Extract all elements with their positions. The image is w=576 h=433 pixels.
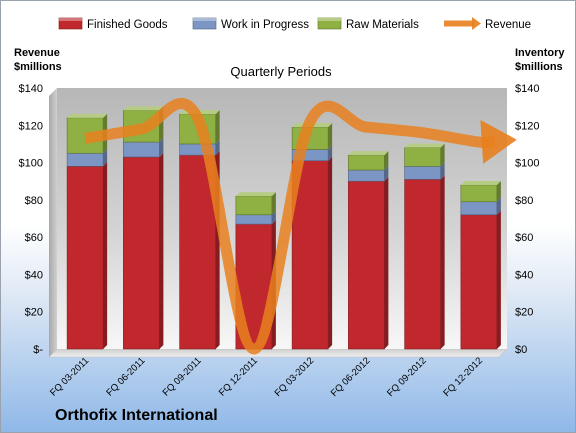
bar-segment — [460, 214, 498, 350]
legend-swatch-highlight — [59, 18, 82, 21]
bar-segment — [404, 166, 441, 180]
x-tick-label: FQ 09-2011 — [161, 355, 204, 398]
y-tick-left: $120 — [19, 120, 43, 132]
company-name: Orthofix International — [55, 407, 218, 424]
left-axis-title-line2: $millions — [14, 61, 62, 73]
right-axis-title: Inventory $millions — [515, 46, 565, 74]
y-tick-left: $- — [33, 344, 43, 356]
bar-segment — [123, 141, 160, 158]
legend-label: Finished Goods — [87, 19, 168, 31]
bar-segment — [348, 180, 385, 350]
legend-label: Revenue — [485, 19, 531, 31]
legend-item: Work in Progress — [192, 17, 309, 31]
bar-segment-side — [496, 210, 501, 349]
bar-segment — [123, 156, 160, 350]
x-tick-label: FQ 12-2012 — [441, 355, 485, 399]
y-tick-left: $60 — [25, 232, 43, 244]
x-tick-label: FQ 03-2012 — [273, 355, 317, 399]
revenue-line — [84, 97, 517, 355]
bar-segment-top — [235, 192, 276, 197]
x-tick-label: FQ 03-2011 — [48, 355, 91, 398]
bar-segment — [348, 154, 385, 171]
bar-segment — [66, 152, 104, 167]
bar-segment-side — [103, 162, 108, 349]
x-tick-label: FQ 06-2012 — [329, 355, 373, 399]
y-tick-left: $40 — [25, 269, 43, 281]
side-wall — [49, 88, 57, 357]
y-tick-right: $60 — [515, 232, 533, 244]
bar-segment — [460, 184, 498, 203]
bar-segment-top — [460, 180, 501, 185]
bar-segment-top — [404, 143, 445, 148]
bar-segment-side — [159, 152, 164, 349]
x-tick-label: FQ 09-2012 — [385, 355, 429, 399]
y-tick-right: $20 — [515, 307, 533, 319]
bar-segment — [66, 166, 104, 350]
bar-segment — [235, 195, 273, 216]
y-tick-left: $140 — [19, 83, 43, 95]
legend-label: Work in Progress — [221, 19, 309, 31]
bar-segment-side — [440, 175, 445, 349]
bar-segment — [235, 214, 273, 225]
legend-swatch-highlight — [318, 18, 341, 21]
y-tick-left: $80 — [25, 195, 43, 207]
bar-segment-side — [496, 197, 501, 215]
x-tick-label: FQ 12-2011 — [217, 355, 260, 398]
legend-swatch-highlight — [193, 18, 216, 21]
legend-label: Raw Materials — [346, 19, 419, 31]
bar-segment-side — [215, 139, 220, 156]
y-tick-left: $20 — [25, 307, 43, 319]
right-axis-title-line2: $millions — [515, 61, 563, 73]
y-tick-right: $140 — [515, 83, 539, 95]
bar-segment-side — [271, 192, 276, 215]
legend-arrow-icon — [472, 17, 481, 30]
plot-area: $- $0 $20 $20 $40 $40 $60 $60 $80 $80 $100 $100 $120… — [19, 83, 540, 399]
bar-segment-side — [440, 143, 445, 167]
bar-segment-top — [67, 113, 108, 118]
y-tick-right: $120 — [515, 120, 539, 132]
y-tick-right: $40 — [515, 269, 533, 281]
left-axis-title: Revenue $millions — [14, 46, 62, 74]
bar-segment — [404, 179, 441, 350]
legend-item: Raw Materials — [317, 17, 419, 31]
bar-segment-top — [348, 151, 389, 156]
bar-segment-side — [328, 123, 333, 150]
y-tick-right: $0 — [515, 344, 527, 356]
bar-segment-side — [103, 149, 108, 167]
right-axis-title-line1: Inventory — [515, 47, 565, 59]
bar-segment-side — [496, 180, 501, 202]
plot-floor — [48, 348, 508, 358]
left-axis-title-line1: Revenue — [14, 47, 60, 59]
bar-segment-side — [271, 210, 276, 225]
chart-title: Quarterly Periods — [230, 64, 332, 79]
bar-segment — [291, 160, 329, 350]
bar-segment — [348, 169, 385, 182]
x-tick-label: FQ 06-2011 — [104, 355, 147, 398]
bar-segment-side — [384, 177, 389, 349]
bar-segment-side — [384, 151, 389, 171]
bar-segment — [404, 147, 441, 167]
legend-item: Finished Goods — [58, 17, 168, 31]
bar-segment-side — [159, 138, 164, 157]
y-tick-left: $100 — [19, 158, 43, 170]
y-tick-right: $80 — [515, 195, 533, 207]
bar-segment-side — [440, 162, 445, 180]
bar-segment-side — [215, 110, 220, 144]
bar-segment-top — [123, 106, 164, 111]
bar-segment-side — [328, 156, 333, 349]
legend-item: Revenue — [444, 17, 531, 31]
y-tick-right: $100 — [515, 158, 539, 170]
bar-segment — [460, 201, 498, 216]
bar-segment-side — [328, 145, 333, 161]
bar-segment-side — [384, 166, 389, 182]
legend: Finished Goods Work in Progress Raw Materi… — [58, 17, 531, 31]
